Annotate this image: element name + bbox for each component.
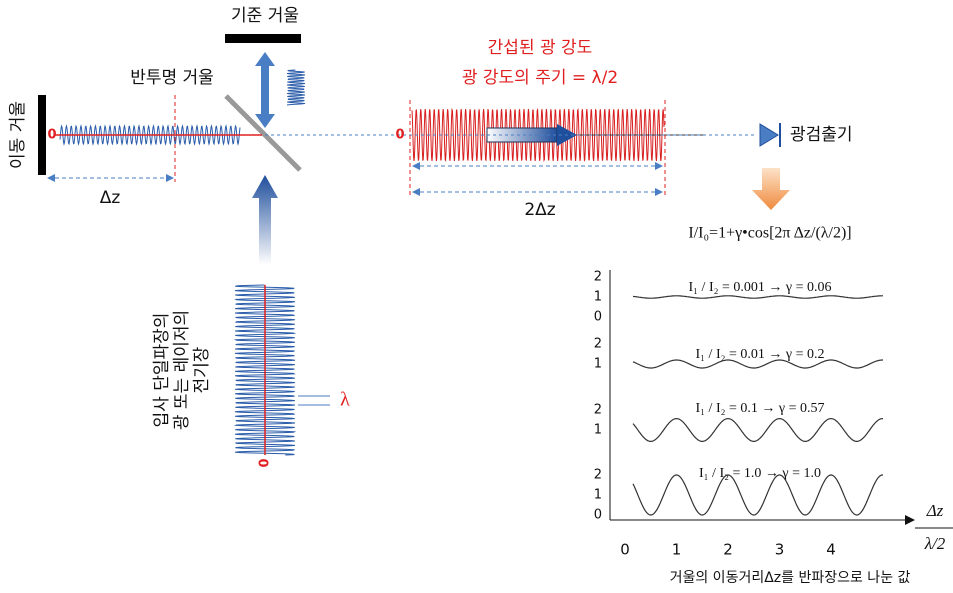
y-tick-label: 2: [594, 270, 602, 285]
y-tick-label: 1: [594, 357, 602, 372]
x-tick-label: 3: [775, 541, 785, 559]
x-label-denominator: λ/2: [924, 534, 946, 553]
reference-mirror-label: 기준 거울: [231, 6, 299, 26]
gamma-value: 0.57: [800, 401, 825, 416]
incident-label: 입사 단일파장의: [152, 313, 172, 428]
origin-label: 0: [47, 128, 56, 143]
y-tick-label: 2: [594, 468, 602, 483]
incident-label: 전기장: [192, 346, 212, 393]
diagram: 기준 거울 반투명 거울 이동 거울 0 Δz 간섭된 광 강도 광 강도의 주…: [0, 0, 953, 593]
x-tick-label: 0: [620, 541, 630, 559]
intensity-curve: [633, 419, 883, 442]
wave: [287, 70, 305, 105]
panel-label: I₁ / I₂ = 0.001 → γ = 0.06: [689, 280, 832, 295]
y-tick-label: 2: [594, 337, 602, 352]
x-tick-label: 1: [672, 541, 682, 559]
y-tick-label: 0: [594, 310, 602, 325]
ratio-text: I₁ / I₂ = 0.001 → γ =: [689, 280, 807, 295]
gamma-value: 0.06: [807, 280, 832, 295]
interference-title: 간섭된 광 강도: [488, 38, 593, 58]
ratio-text: I₁ / I₂ = 0.01 → γ =: [696, 347, 807, 362]
y-tick-label: 1: [594, 423, 602, 438]
origin-label: 0: [258, 458, 273, 467]
y-tick-label: 2: [594, 403, 602, 418]
wavelength-label: λ: [340, 389, 350, 411]
reference-mirror: [225, 34, 301, 43]
moving-mirror: [38, 95, 46, 175]
up-arrow: [252, 175, 278, 265]
double-arrow: [255, 52, 275, 128]
origin-label: 0: [395, 128, 404, 143]
caption: 거울의 이동거리Δz를 반파장으로 나눈 값: [670, 570, 911, 586]
panel-label: I₁ / I₂ = 0.01 → γ = 0.2: [696, 347, 825, 362]
gamma-value: 0.2: [807, 347, 825, 362]
y-tick-label: 1: [594, 290, 602, 305]
x-tick-label: 2: [723, 541, 733, 559]
ratio-text: I₁ / I₂ = 1.0 → γ =: [699, 466, 803, 481]
panel-label: I₁ / I₂ = 1.0 → γ = 1.0: [699, 466, 821, 481]
y-tick-label: 1: [594, 488, 602, 503]
moving-mirror-label: 이동 거울: [8, 101, 28, 169]
period-label: 광 강도의 주기 = λ/2: [462, 68, 618, 88]
gradient-arrow: [487, 128, 557, 142]
x-axis-arrow: [905, 515, 915, 525]
x-tick-label: 4: [826, 541, 836, 559]
gamma-value: 1.0: [803, 466, 821, 481]
delta-z-label: Δz: [100, 188, 121, 208]
beam-splitter-label: 반투명 거울: [130, 68, 214, 88]
x-label-numerator: Δz: [926, 501, 944, 520]
panel-label: I₁ / I₂ = 0.1 → γ = 0.57: [696, 401, 825, 416]
ratio-text: I₁ / I₂ = 0.1 → γ =: [696, 401, 800, 416]
formula: I/I₀=1+γ•cos[2π Δz/(λ/2)]: [688, 225, 851, 242]
detector-icon: [760, 124, 778, 146]
down-arrow: [752, 168, 790, 210]
incident-label: 광 또는 레이저의: [172, 310, 192, 430]
intensity-curve: [633, 296, 883, 298]
double-delta-z-label: 2Δz: [524, 200, 555, 220]
y-tick-label: 0: [594, 508, 602, 523]
detector-label: 광검출기: [790, 125, 853, 145]
